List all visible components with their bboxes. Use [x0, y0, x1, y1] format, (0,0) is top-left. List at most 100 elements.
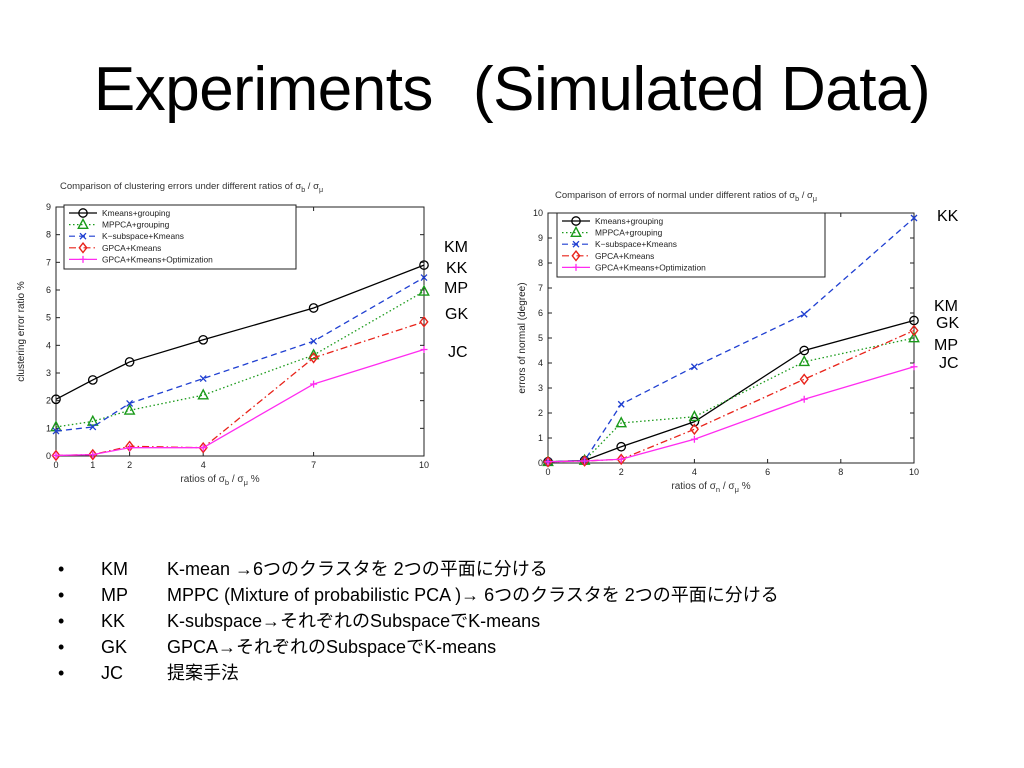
x-tick-label: 4: [201, 460, 206, 470]
side-label-kk: KK: [937, 208, 959, 225]
side-label-jc: JC: [939, 355, 959, 372]
y-tick-label: 8: [46, 230, 51, 240]
series: [51, 260, 429, 405]
series-line: [55, 290, 425, 428]
legend-label: GPCA+Kmeans: [595, 251, 654, 261]
data-point: [688, 410, 701, 422]
data-point: [616, 453, 626, 466]
legend-label: GPCA+Kmeans: [102, 243, 161, 253]
data-point: [572, 263, 580, 271]
data-point: [419, 260, 429, 270]
series: [543, 315, 919, 467]
bullet-text: K-mean →6つのクラスタを 2つの平面に分ける: [167, 559, 548, 579]
side-label-km: KM: [934, 298, 958, 315]
legend-label: MPPCA+grouping: [595, 228, 663, 238]
legend-box: [63, 204, 297, 270]
series-line: [547, 319, 915, 463]
side-label-mp: MP: [934, 337, 958, 354]
series-line: [547, 366, 915, 463]
label-part: ratios of σ: [671, 481, 716, 492]
data-point: [543, 455, 553, 468]
x-tick-label: 10: [419, 460, 429, 470]
data-point: [79, 255, 87, 263]
data-point: [51, 449, 61, 462]
legend-label: GPCA+Kmeans+Optimization: [595, 262, 706, 272]
data-point: [51, 394, 61, 405]
side-label-mp: MP: [444, 280, 468, 297]
series-line: [55, 321, 425, 457]
x-axis-label: ratios of σn / σμ %: [671, 481, 750, 494]
bullet-list: KM K-mean →6つのクラスタを 2つの平面に分ける MP MPPC (Mix…: [58, 556, 779, 686]
data-point: [89, 451, 97, 459]
data-point: [197, 388, 210, 400]
data-point: [689, 423, 699, 436]
data-point: [123, 403, 136, 415]
legend-label: GPCA+Kmeans+Optimization: [102, 254, 213, 264]
subscript: n: [716, 485, 720, 494]
series: [542, 331, 920, 467]
data-point: [419, 315, 429, 328]
subscript: b: [225, 478, 229, 487]
series: [52, 345, 428, 459]
subscript: b: [795, 195, 799, 203]
side-label-jc: JC: [448, 344, 468, 361]
subscript: μ: [813, 195, 817, 203]
data-point: [908, 331, 920, 343]
data-point: [308, 303, 319, 313]
bullet-abbr: KM: [101, 559, 128, 579]
bullet-item: MP MPPC (Mixture of probabilistic PCA )→ …: [58, 582, 779, 608]
x-tick-label: 6: [765, 467, 770, 477]
data-point: [88, 448, 98, 461]
data-point: [689, 416, 700, 427]
label-part: Comparison of errors of normal under dif…: [555, 190, 795, 201]
y-axis-label: errors of normal (degree): [517, 282, 528, 393]
y-tick-label: 5: [46, 313, 51, 323]
data-point: [544, 458, 552, 466]
y-tick-label: 3: [46, 368, 51, 378]
data-point: [126, 399, 134, 407]
data-point: [126, 444, 134, 452]
subscript: μ: [735, 485, 739, 494]
bullet-item: GK GPCA→それぞれのSubspaceでK-means: [58, 634, 779, 660]
data-point: [617, 455, 625, 463]
y-tick-label: 0: [46, 451, 51, 461]
label-part: Comparison of clustering errors under di…: [60, 181, 301, 192]
x-tick-label: 0: [53, 460, 58, 470]
y-tick-label: 6: [46, 285, 51, 295]
series-line: [55, 264, 425, 400]
x-tick-label: 10: [909, 467, 919, 477]
label-part: %: [739, 481, 751, 492]
bullet-text: K-subspace→それぞれのSubspaceでK-means: [167, 611, 541, 631]
bullet-item: KK K-subspace→それぞれのSubspaceでK-means: [58, 608, 779, 634]
data-point: [910, 363, 918, 371]
chart-normal-errors: Comparison of errors of normal under dif…: [517, 190, 920, 494]
data-point: [124, 357, 135, 367]
legend-label: MPPCA+grouping: [102, 220, 170, 230]
x-tick-label: 1: [90, 460, 95, 470]
data-point: [199, 444, 207, 452]
y-tick-label: 0: [538, 458, 543, 468]
series-line: [55, 276, 425, 432]
y-tick-label: 1: [538, 433, 543, 443]
data-point: [799, 373, 809, 386]
bullet-text: MPPC (Mixture of probabilistic PCA )→ 6つ…: [167, 585, 779, 605]
data-point: [800, 310, 808, 318]
y-tick-label: 9: [538, 233, 543, 243]
data-point: [616, 441, 627, 452]
data-point: [418, 284, 430, 296]
data-point: [86, 414, 99, 426]
label-part: / σ: [799, 190, 813, 201]
chart-clustering-errors: Comparison of clustering errors under di…: [16, 181, 430, 487]
bullet-abbr: KK: [101, 611, 126, 631]
bullet-item: JC 提案手法: [58, 660, 779, 686]
x-tick-label: 0: [545, 467, 550, 477]
data-point: [571, 216, 581, 226]
chart-title: Comparison of clustering errors under di…: [60, 181, 323, 194]
legend-label: Kmeans+grouping: [102, 208, 171, 218]
y-tick-label: 2: [46, 396, 51, 406]
series: [544, 363, 918, 466]
data-point: [309, 351, 319, 364]
slide-title-sub: (Simulated Data): [472, 55, 931, 124]
bullet-abbr: MP: [101, 585, 128, 605]
label-part: / σ: [720, 481, 735, 492]
